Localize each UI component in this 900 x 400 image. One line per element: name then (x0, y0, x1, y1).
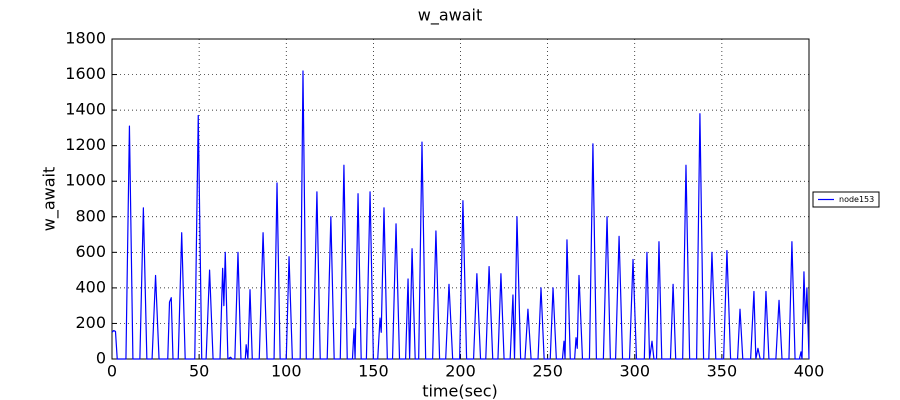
y-tick-label: 800 (75, 206, 106, 225)
y-tick-label: 1200 (65, 135, 106, 154)
x-tick-label: 150 (358, 362, 389, 381)
y-tick-label: 400 (75, 277, 106, 296)
x-tick-label: 300 (619, 362, 650, 381)
y-axis-label: w_await (40, 167, 60, 232)
x-tick-label: 100 (271, 362, 302, 381)
y-tick-label: 600 (75, 242, 106, 261)
y-tick-label: 200 (75, 313, 106, 332)
data-line (111, 70, 810, 360)
plot-frame (111, 38, 810, 360)
x-tick-label: 0 (107, 362, 117, 381)
x-tick-label: 200 (445, 362, 476, 381)
x-tick-label: 250 (532, 362, 563, 381)
legend-box (812, 191, 880, 208)
y-tick-label: 0 (96, 349, 106, 368)
x-tick-label: 50 (189, 362, 209, 381)
chart-title: w_await (418, 6, 483, 26)
x-tick-label: 350 (707, 362, 738, 381)
y-tick-label: 1400 (65, 100, 106, 119)
x-axis-label: time(sec) (422, 382, 498, 400)
x-tick-label: 400 (794, 362, 825, 381)
y-tick-label: 1600 (65, 64, 106, 83)
legend-label: node153 (839, 195, 874, 204)
y-tick-label: 1000 (65, 171, 106, 190)
y-tick-label: 1800 (65, 29, 106, 48)
